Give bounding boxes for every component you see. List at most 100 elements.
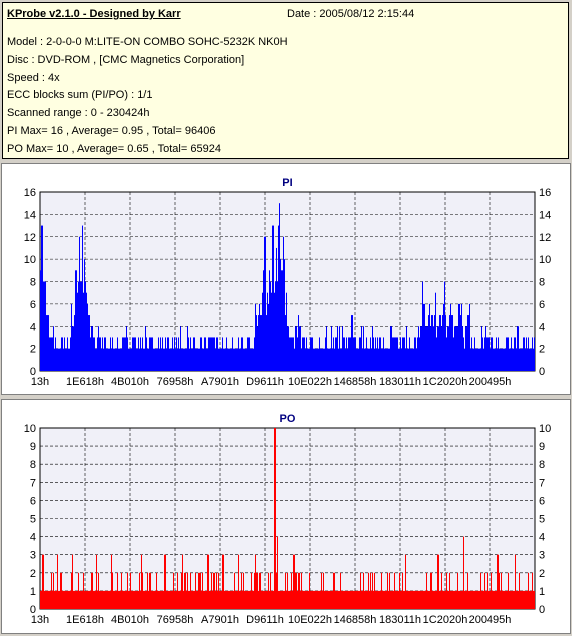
pi-bar	[393, 337, 394, 371]
po-bar	[459, 590, 460, 609]
po-bar	[102, 590, 103, 609]
pi-bar	[166, 348, 167, 371]
po-bar	[254, 572, 255, 609]
pi-bar	[341, 348, 342, 371]
pi-bar	[77, 292, 78, 371]
pi-bar	[159, 348, 160, 371]
pi-bar	[435, 292, 436, 371]
pi-bar	[403, 337, 404, 371]
po-bar	[322, 590, 323, 609]
pi-bar	[258, 315, 259, 371]
pi-bar	[132, 337, 133, 371]
po-bar	[164, 554, 165, 609]
po-bar	[244, 590, 245, 609]
po-bar	[279, 590, 280, 609]
pi-bar	[388, 348, 389, 371]
pi-bar	[290, 337, 291, 371]
pi-bar	[316, 348, 317, 371]
po-bar	[127, 572, 128, 609]
pi-bar	[179, 348, 180, 371]
po-bar	[105, 590, 106, 609]
po-bar	[522, 590, 523, 609]
pi-bar	[439, 315, 440, 371]
range-line: Scanned range : 0 - 230424h	[7, 107, 150, 119]
po-bar	[348, 590, 349, 609]
pi-bar	[328, 348, 329, 371]
po-y-tick-right: 1	[539, 586, 545, 598]
po-y-tick-left: 10	[24, 423, 36, 435]
po-bar	[335, 590, 336, 609]
pi-bar	[135, 337, 136, 371]
pi-bar	[94, 337, 95, 371]
pi-bar	[419, 337, 420, 371]
po-bar	[418, 590, 419, 609]
pi-bar	[330, 348, 331, 371]
po-bar	[175, 590, 176, 609]
po-bar	[200, 572, 201, 609]
pi-bar	[423, 303, 424, 371]
po-bar	[401, 590, 402, 609]
pi-bar	[74, 315, 75, 371]
po-bar	[203, 590, 204, 609]
po-bar	[194, 590, 195, 609]
pi-bar	[340, 348, 341, 371]
pi-bar	[115, 348, 116, 371]
pi-bar	[433, 326, 434, 371]
pi-bar	[412, 348, 413, 371]
pi-bar	[430, 326, 431, 371]
pi-bar	[434, 315, 435, 371]
po-bar	[464, 590, 465, 609]
pi-bar	[58, 348, 59, 371]
po-bar	[189, 590, 190, 609]
po-y-tick-left: 5	[30, 514, 36, 526]
pi-bar	[382, 348, 383, 371]
po-bar	[65, 590, 66, 609]
po-bar	[474, 590, 475, 609]
pi-bar	[438, 326, 439, 371]
po-bar	[99, 590, 100, 609]
pi-bar	[342, 326, 343, 371]
po-bar	[298, 572, 299, 609]
po-bar	[269, 590, 270, 609]
pi-bar	[503, 348, 504, 371]
po-bar	[271, 590, 272, 609]
po-bar	[424, 590, 425, 609]
po-bar	[407, 590, 408, 609]
po-y-tick-right: 8	[539, 459, 545, 471]
pi-bar	[191, 348, 192, 371]
pi-bar	[391, 326, 392, 371]
po-x-tick-label: 4B010h	[111, 614, 149, 626]
pi-bar	[396, 337, 397, 371]
po-bar	[371, 590, 372, 609]
po-bar	[523, 590, 524, 609]
pi-bar	[232, 337, 233, 371]
po-bar	[534, 590, 535, 609]
po-bar	[410, 590, 411, 609]
pi-bar	[379, 337, 380, 371]
po-bar	[303, 590, 304, 609]
po-bar	[47, 590, 48, 609]
po-bar	[511, 590, 512, 609]
pi-x-tick-label: 183011h	[379, 376, 421, 388]
pi-bar	[160, 337, 161, 371]
po-bar	[531, 590, 532, 609]
po-x-tick-label: A7901h	[201, 614, 239, 626]
pi-bar	[242, 337, 243, 371]
po-bar	[443, 590, 444, 609]
pi-bar	[131, 348, 132, 371]
po-bar	[447, 590, 448, 609]
pi-bar	[469, 303, 470, 371]
pi-bar	[140, 337, 141, 371]
pi-bar	[244, 348, 245, 371]
pi-bar	[481, 326, 482, 371]
po-y-tick-right: 4	[539, 532, 545, 544]
pi-bar	[183, 348, 184, 371]
po-bar	[417, 590, 418, 609]
pi-bar	[283, 236, 284, 371]
po-bar	[69, 590, 70, 609]
pi-bar	[305, 348, 306, 371]
po-bar	[248, 590, 249, 609]
po-bar	[172, 590, 173, 609]
po-bar	[519, 572, 520, 609]
po-bar	[93, 590, 94, 609]
